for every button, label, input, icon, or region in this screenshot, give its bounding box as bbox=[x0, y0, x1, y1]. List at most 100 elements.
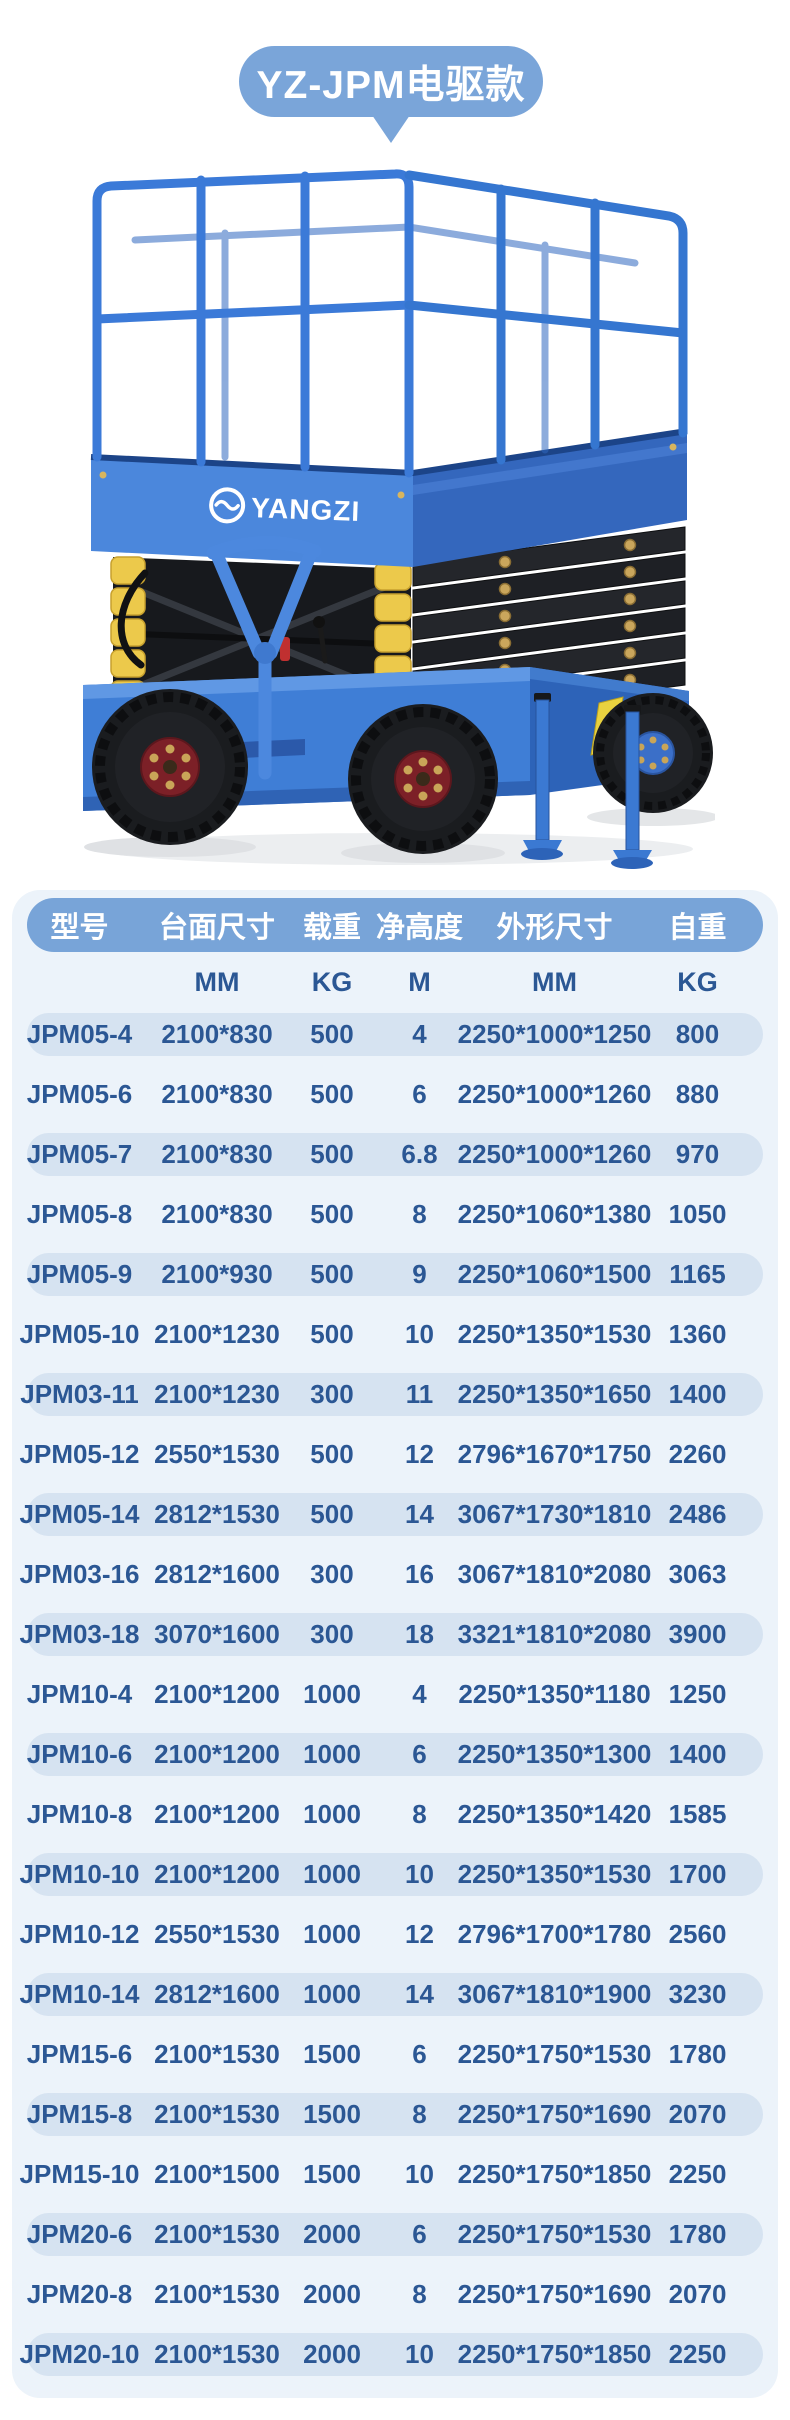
unit-self-weight: KG bbox=[677, 967, 718, 997]
logo-wave-icon bbox=[214, 499, 240, 511]
cell-net-height: 9 bbox=[412, 1259, 427, 1289]
cell-model: JPM05-6 bbox=[26, 1079, 133, 1109]
cell-self-weight: 1585 bbox=[668, 1799, 727, 1829]
cell-model: JPM05-7 bbox=[26, 1139, 133, 1169]
cell-platform-size: 2812*1600 bbox=[154, 1559, 280, 1589]
wheel-right bbox=[593, 693, 713, 813]
cell-self-weight: 1700 bbox=[668, 1859, 727, 1889]
title-bubble-tail bbox=[372, 115, 410, 143]
scissor-lift-illustration: YANGZI bbox=[83, 169, 715, 869]
cell-net-height: 14 bbox=[405, 1499, 434, 1529]
table-row: JPM05-12 2550*1530 500 12 2796*1670*1750… bbox=[20, 1433, 763, 1476]
cell-self-weight: 970 bbox=[675, 1139, 720, 1169]
cell-self-weight: 2250 bbox=[668, 2159, 727, 2189]
cell-platform-size: 2100*1230 bbox=[154, 1379, 280, 1409]
cell-net-height: 10 bbox=[405, 1319, 434, 1349]
cell-load: 1500 bbox=[303, 2099, 361, 2129]
cell-platform-size: 2100*1230 bbox=[154, 1319, 280, 1349]
col-header-model: 型号 bbox=[50, 912, 109, 944]
cell-overall-size: 2250*1060*1380 bbox=[457, 1199, 652, 1229]
wheels bbox=[92, 689, 713, 854]
cell-load: 1000 bbox=[303, 1979, 361, 2009]
table-header-row: 型号 台面尺寸 载重 净高度 外形尺寸 自重 bbox=[27, 898, 763, 952]
cell-net-height: 6 bbox=[412, 2219, 427, 2249]
cell-load: 2000 bbox=[303, 2279, 361, 2309]
col-header-overall-size: 外形尺寸 bbox=[496, 912, 613, 944]
cell-platform-size: 2812*1600 bbox=[154, 1979, 280, 2009]
cell-platform-size: 2100*1200 bbox=[154, 1739, 280, 1769]
cell-overall-size: 3321*1810*2080 bbox=[457, 1619, 652, 1649]
cell-load: 2000 bbox=[303, 2219, 361, 2249]
table-row: JPM15-10 2100*1500 1500 10 2250*1750*185… bbox=[20, 2153, 763, 2196]
cell-overall-size: 2250*1750*1530 bbox=[457, 2219, 652, 2249]
cell-model: JPM20-8 bbox=[26, 2279, 133, 2309]
cell-model: JPM10-4 bbox=[26, 1679, 133, 1709]
table-row: JPM05-9 2100*930 500 9 2250*1060*1500 11… bbox=[27, 1253, 763, 1296]
col-header-load: 载重 bbox=[302, 912, 361, 944]
cell-overall-size: 2250*1750*1850 bbox=[457, 2159, 652, 2189]
cell-net-height: 10 bbox=[405, 2159, 434, 2189]
cell-platform-size: 2550*1530 bbox=[154, 1439, 280, 1469]
cell-model: JPM10-8 bbox=[26, 1799, 133, 1829]
cell-net-height: 6 bbox=[412, 1079, 427, 1109]
cell-model: JPM20-10 bbox=[19, 2339, 140, 2369]
table-row: JPM05-10 2100*1230 500 10 2250*1350*1530… bbox=[20, 1313, 763, 1356]
cell-net-height: 8 bbox=[412, 1799, 427, 1829]
cell-load: 500 bbox=[310, 1499, 354, 1529]
cell-model: JPM10-12 bbox=[19, 1919, 140, 1949]
cell-platform-size: 2100*930 bbox=[161, 1259, 273, 1289]
cell-model: JPM15-8 bbox=[26, 2099, 133, 2129]
cell-platform-size: 2100*1530 bbox=[154, 2219, 280, 2249]
cell-model: JPM03-11 bbox=[20, 1379, 139, 1409]
cell-model: JPM15-6 bbox=[26, 2039, 133, 2069]
cell-load: 500 bbox=[310, 1139, 354, 1169]
cell-self-weight: 2560 bbox=[668, 1919, 727, 1949]
cell-load: 1000 bbox=[303, 1859, 361, 1889]
spec-table-card: 型号 台面尺寸 载重 净高度 外形尺寸 自重 MM KG M MM KG JPM… bbox=[12, 890, 778, 2398]
cell-self-weight: 2486 bbox=[668, 1499, 727, 1529]
cell-overall-size: 3067*1810*2080 bbox=[457, 1559, 652, 1589]
wheel-left bbox=[92, 689, 248, 845]
cell-overall-size: 3067*1730*1810 bbox=[457, 1499, 652, 1529]
cell-overall-size: 2250*1350*1530 bbox=[457, 1319, 652, 1349]
cell-overall-size: 2250*1000*1260 bbox=[457, 1139, 652, 1169]
cell-net-height: 12 bbox=[405, 1919, 434, 1949]
cell-overall-size: 2250*1000*1250 bbox=[457, 1019, 652, 1049]
cell-load: 500 bbox=[310, 1259, 354, 1289]
table-row: JPM20-8 2100*1530 2000 8 2250*1750*1690 … bbox=[27, 2273, 763, 2316]
cell-overall-size: 2250*1750*1690 bbox=[457, 2279, 652, 2309]
unit-platform-size: MM bbox=[194, 967, 240, 997]
cell-net-height: 10 bbox=[405, 2339, 434, 2369]
tow-handle bbox=[206, 535, 322, 780]
cell-net-height: 14 bbox=[405, 1979, 434, 2009]
cell-self-weight: 2260 bbox=[668, 1439, 727, 1469]
logo-wordmark: YANGZI bbox=[251, 492, 361, 527]
cell-platform-size: 2100*1200 bbox=[154, 1679, 280, 1709]
cell-model: JPM15-10 bbox=[19, 2159, 140, 2189]
cell-platform-size: 2100*1530 bbox=[154, 2339, 280, 2369]
cell-overall-size: 2250*1350*1530 bbox=[457, 1859, 652, 1889]
cell-load: 300 bbox=[310, 1619, 354, 1649]
cell-platform-size: 2100*1200 bbox=[154, 1859, 280, 1889]
control-knob-red bbox=[280, 637, 290, 661]
cell-net-height: 6 bbox=[412, 1739, 427, 1769]
cell-platform-size: 2100*830 bbox=[161, 1199, 273, 1229]
table-body: JPM05-4 2100*830 500 4 2250*1000*1250 80… bbox=[20, 1013, 763, 2376]
cell-model: JPM05-10 bbox=[19, 1319, 140, 1349]
cell-self-weight: 1780 bbox=[668, 2039, 727, 2069]
table-row: JPM10-12 2550*1530 1000 12 2796*1700*178… bbox=[20, 1913, 763, 1956]
cell-self-weight: 2070 bbox=[668, 2279, 727, 2309]
cell-overall-size: 2250*1350*1300 bbox=[457, 1739, 652, 1769]
cell-self-weight: 1050 bbox=[668, 1199, 727, 1229]
cell-platform-size: 2100*830 bbox=[161, 1139, 273, 1169]
cell-self-weight: 1400 bbox=[668, 1739, 727, 1769]
cell-model: JPM05-4 bbox=[26, 1019, 133, 1049]
cell-overall-size: 2250*1350*1180 bbox=[458, 1679, 651, 1709]
cell-self-weight: 3900 bbox=[668, 1619, 727, 1649]
cell-model: JPM10-14 bbox=[19, 1979, 140, 2009]
col-header-platform-size: 台面尺寸 bbox=[158, 912, 275, 944]
cell-overall-size: 2250*1000*1260 bbox=[457, 1079, 652, 1109]
cell-load: 500 bbox=[310, 1319, 354, 1349]
cell-platform-size: 2550*1530 bbox=[154, 1919, 280, 1949]
